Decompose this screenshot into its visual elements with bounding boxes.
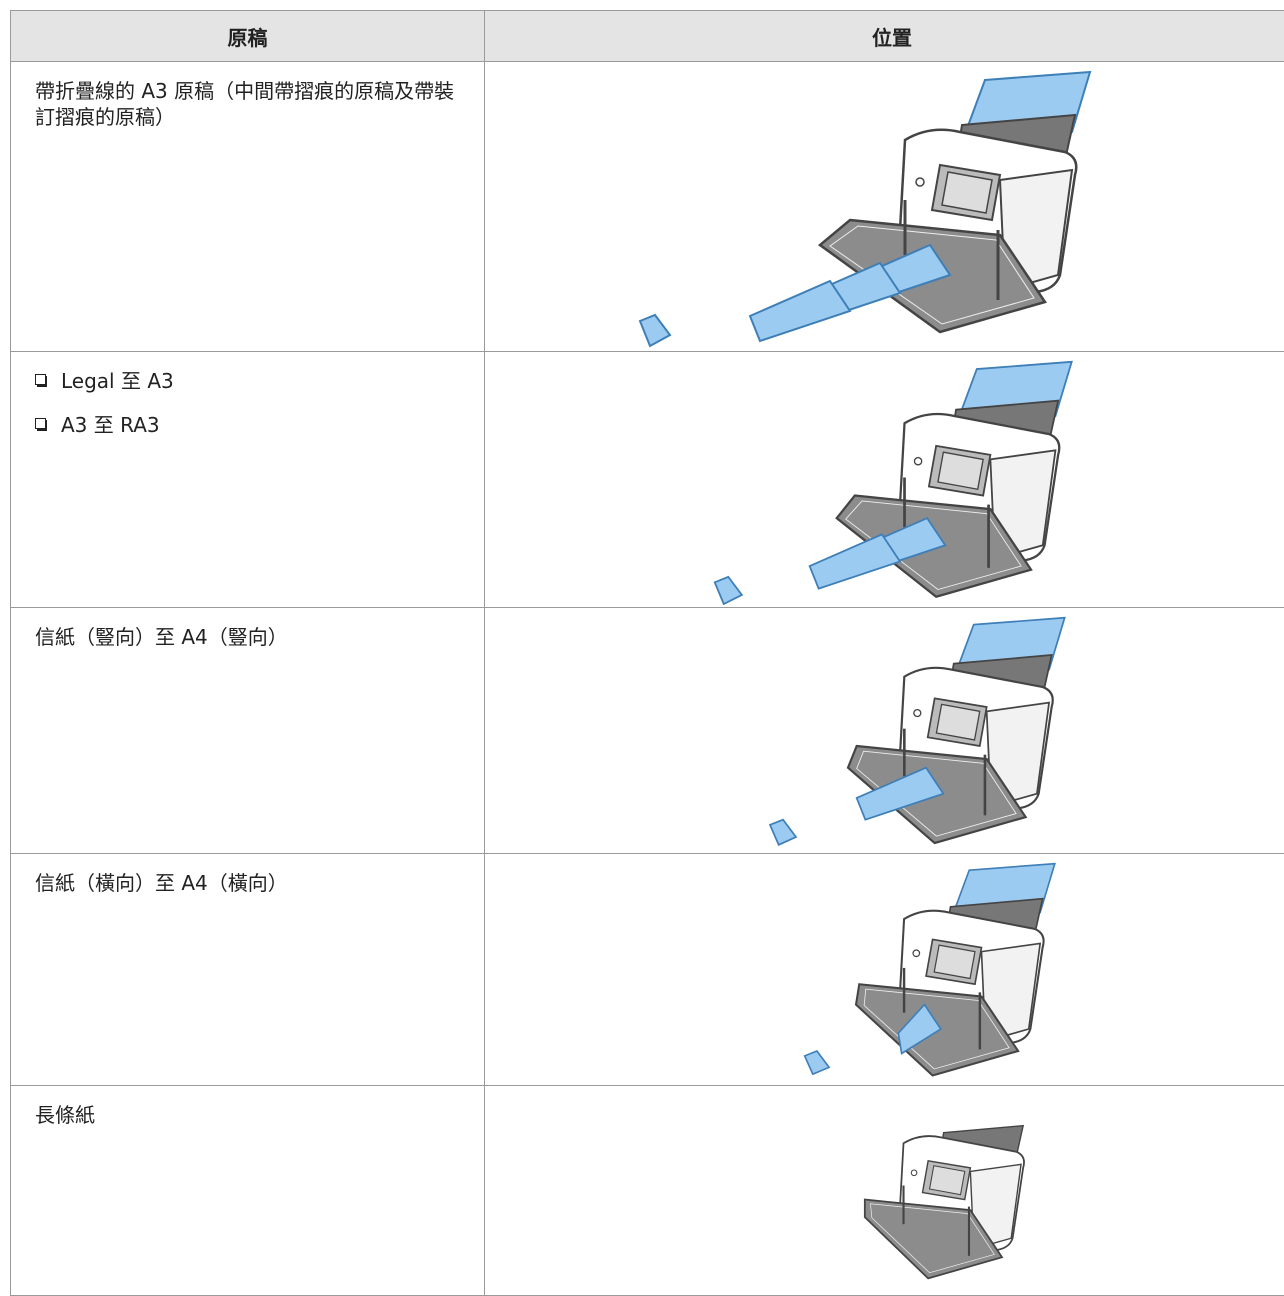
list-item: A3 至 RA3 bbox=[35, 412, 458, 438]
scanner bbox=[715, 362, 1072, 604]
row: Legal 至 A3 A3 至 RA3 bbox=[11, 352, 1284, 608]
original-text: 信紙（豎向）至 A4（豎向） bbox=[35, 625, 288, 649]
placement-table: 原稿 位置 帶折疊線的 A3 原稿（中間帶摺痕的原稿及帶裝訂摺痕的原稿） Leg… bbox=[10, 10, 1284, 1296]
item-text: A3 至 RA3 bbox=[61, 412, 160, 438]
list-item: Legal 至 A3 bbox=[35, 368, 458, 394]
header-cell: 原稿 bbox=[11, 11, 485, 62]
position-cell bbox=[485, 352, 1284, 608]
original-cell: 長條紙 bbox=[11, 1086, 485, 1296]
row: 信紙（豎向）至 A4（豎向） bbox=[11, 608, 1284, 854]
header-row: 原稿 位置 bbox=[11, 11, 1284, 62]
scanner-illustration bbox=[485, 62, 1284, 350]
row: 長條紙 bbox=[11, 1086, 1284, 1296]
position-cell bbox=[485, 854, 1284, 1086]
checkbox-bullet bbox=[35, 374, 49, 388]
original-cell: 信紙（豎向）至 A4（豎向） bbox=[11, 608, 485, 854]
original-text: 帶折疊線的 A3 原稿（中間帶摺痕的原稿及帶裝訂摺痕的原稿） bbox=[35, 79, 454, 129]
item-text: Legal 至 A3 bbox=[61, 368, 174, 394]
scanner-illustration bbox=[485, 608, 1284, 852]
scanner bbox=[640, 72, 1090, 346]
position-cell bbox=[485, 608, 1284, 854]
original-text: 信紙（橫向）至 A4（橫向） bbox=[35, 871, 288, 895]
scanner-illustration bbox=[485, 854, 1284, 1084]
scanner bbox=[770, 618, 1065, 845]
original-cell: 帶折疊線的 A3 原稿（中間帶摺痕的原稿及帶裝訂摺痕的原稿） bbox=[11, 62, 485, 352]
original-cell: Legal 至 A3 A3 至 RA3 bbox=[11, 352, 485, 608]
position-cell bbox=[485, 62, 1284, 352]
scanner-illustration bbox=[485, 352, 1284, 606]
scanner bbox=[865, 1126, 1024, 1279]
position-cell bbox=[485, 1086, 1284, 1296]
scanner bbox=[805, 864, 1055, 1076]
scanner-illustration bbox=[485, 1086, 1284, 1286]
original-cell: 信紙（橫向）至 A4（橫向） bbox=[11, 854, 485, 1086]
row: 信紙（橫向）至 A4（橫向） bbox=[11, 854, 1284, 1086]
row: 帶折疊線的 A3 原稿（中間帶摺痕的原稿及帶裝訂摺痕的原稿） bbox=[11, 62, 1284, 352]
original-text: 長條紙 bbox=[35, 1103, 95, 1127]
checkbox-bullet bbox=[35, 418, 49, 432]
header-cell: 位置 bbox=[485, 11, 1284, 62]
